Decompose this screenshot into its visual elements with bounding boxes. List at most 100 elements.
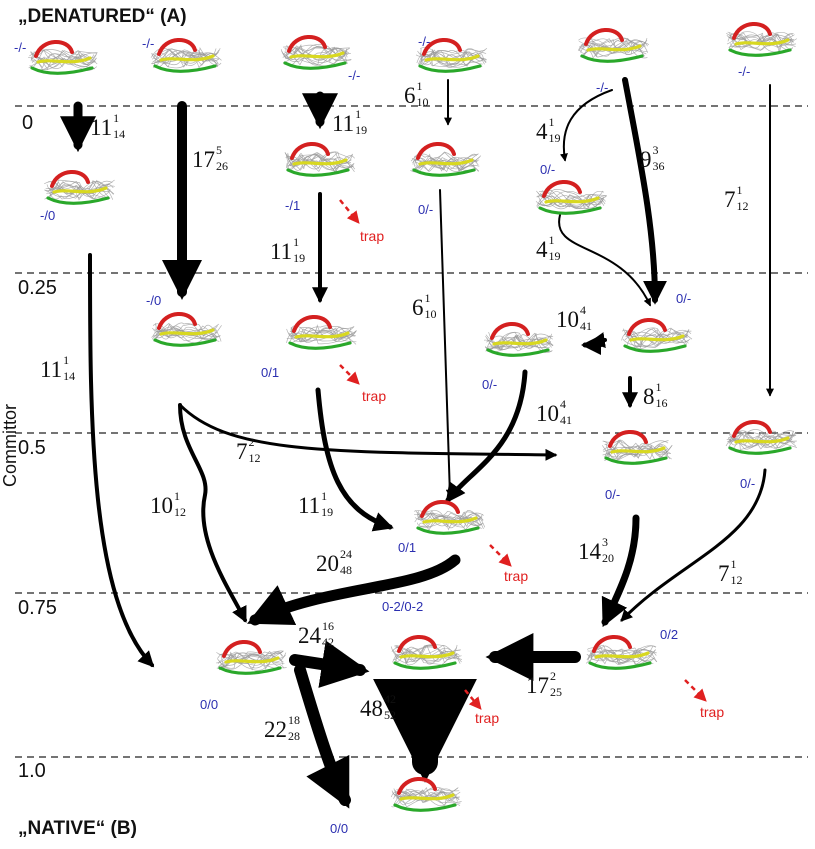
strand-segment <box>399 793 455 801</box>
coil-segment <box>580 54 644 63</box>
rate-label-r22: 17 2 25 <box>526 669 562 699</box>
arrow-a1-n1 <box>88 253 155 668</box>
structure-n2 <box>390 635 463 670</box>
ensemble-trace <box>727 435 797 448</box>
coil-segment <box>218 666 282 675</box>
coil-segment <box>486 348 550 357</box>
strand-segment <box>159 328 215 336</box>
coil-segment <box>416 526 480 535</box>
state-label-b5: 0/- <box>676 291 692 306</box>
ensemble-trace <box>45 183 114 199</box>
arrow-b2-c5 <box>178 403 558 461</box>
arrow-a4-m1 <box>439 189 454 498</box>
helix-segment <box>542 180 582 198</box>
coil-segment <box>283 61 347 70</box>
ensemble-trace <box>30 51 98 65</box>
coil-segment <box>393 661 457 670</box>
ensemble-trace <box>540 190 604 210</box>
state-label-n2: 0-2/0-2 <box>382 599 424 614</box>
strand-segment <box>292 158 348 166</box>
ensemble-trace <box>623 327 689 342</box>
state-label-n3: 0/2 <box>660 627 679 642</box>
coil-segment <box>604 456 668 465</box>
helix-segment <box>420 500 460 518</box>
ensemble-trace <box>31 49 94 68</box>
ensemble-trace <box>729 429 793 446</box>
committor-tick-025: 0.25 <box>18 277 57 299</box>
structure-a5 <box>535 180 607 215</box>
helix-segment <box>50 170 90 188</box>
structure-d5 <box>577 28 650 63</box>
helix-segment <box>416 142 456 160</box>
rate-label-r14: 10 4 41 <box>536 397 572 427</box>
state-label-d1: -/- <box>14 40 27 55</box>
strand-segment <box>424 54 480 62</box>
rate-label-r17: 11 1 19 <box>298 489 334 519</box>
arrow-c5-n3 <box>601 514 640 628</box>
state-label-a3: -/1 <box>285 198 301 213</box>
ensemble-trace <box>154 326 217 342</box>
rate-label-r4: 6 1 10 <box>404 79 429 109</box>
ensemble-trace <box>538 190 606 206</box>
strand-segment <box>418 158 474 166</box>
structure-b5 <box>621 318 693 353</box>
ensemble-trace <box>583 39 645 57</box>
ensemble-trace <box>420 52 487 67</box>
structure-b2 <box>151 312 222 347</box>
coil-segment <box>728 446 792 455</box>
ensemble-trace <box>396 646 462 666</box>
structure-ensembles <box>27 22 798 812</box>
committor-tick-1: 1.0 <box>18 760 46 782</box>
structure-d4 <box>415 38 488 73</box>
state-label-a4: 0/- <box>418 202 434 217</box>
committor-tick-05: 0.5 <box>18 437 46 459</box>
arrow-n1-nat <box>294 664 351 809</box>
trap-arrow-m1 <box>489 544 512 567</box>
coil-segment <box>46 196 110 205</box>
structure-c6 <box>725 420 797 455</box>
state-label-b4: 0/- <box>482 377 498 392</box>
trap-arrow-a3 <box>339 199 360 224</box>
ensemble-trace <box>29 49 95 71</box>
ensemble-trace <box>286 326 356 343</box>
ensemble-trace <box>541 190 607 205</box>
ensemble-trace <box>417 516 483 531</box>
structure-m1 <box>413 500 486 535</box>
strand-segment <box>36 56 92 64</box>
structure-b4 <box>484 322 554 357</box>
coil-segment <box>588 661 652 670</box>
ensemble-trace <box>414 511 486 529</box>
ensemble-trace <box>606 440 668 458</box>
arrow-b4-m1 <box>445 369 528 504</box>
structure-d1 <box>27 40 98 75</box>
helix-segment <box>157 38 197 56</box>
rate-label-r10: 6 1 10 <box>412 291 437 321</box>
rate-label-r12: 11 1 14 <box>40 353 76 383</box>
structure-nat <box>390 777 462 812</box>
ensemble-trace <box>537 195 602 207</box>
helix-segment <box>397 777 437 795</box>
trap-arrow-n2 <box>464 689 482 710</box>
ensemble-trace <box>216 654 282 671</box>
strand-segment <box>422 516 478 524</box>
structure-n1 <box>216 640 287 675</box>
strand-segment <box>289 51 345 59</box>
committor-tick-075: 0.75 <box>18 597 57 619</box>
strand-segment <box>492 338 548 346</box>
helix-segment <box>627 318 667 336</box>
arrow-c6-n3 <box>620 468 767 622</box>
helix-segment <box>287 35 327 53</box>
strand-segment <box>52 186 108 194</box>
ensemble-trace <box>586 645 657 663</box>
native-label: „NATIVE“ (B) <box>18 818 137 839</box>
ensemble-trace <box>727 430 795 449</box>
structure-d2 <box>150 38 222 73</box>
strand-segment <box>159 54 215 62</box>
helix-segment <box>732 420 772 438</box>
state-label-a5: 0/- <box>540 162 556 177</box>
ensemble-trace <box>623 329 690 344</box>
ensemble-trace <box>729 39 796 50</box>
rate-label-r11: 10 4 41 <box>556 303 592 333</box>
strand-segment <box>594 651 650 659</box>
